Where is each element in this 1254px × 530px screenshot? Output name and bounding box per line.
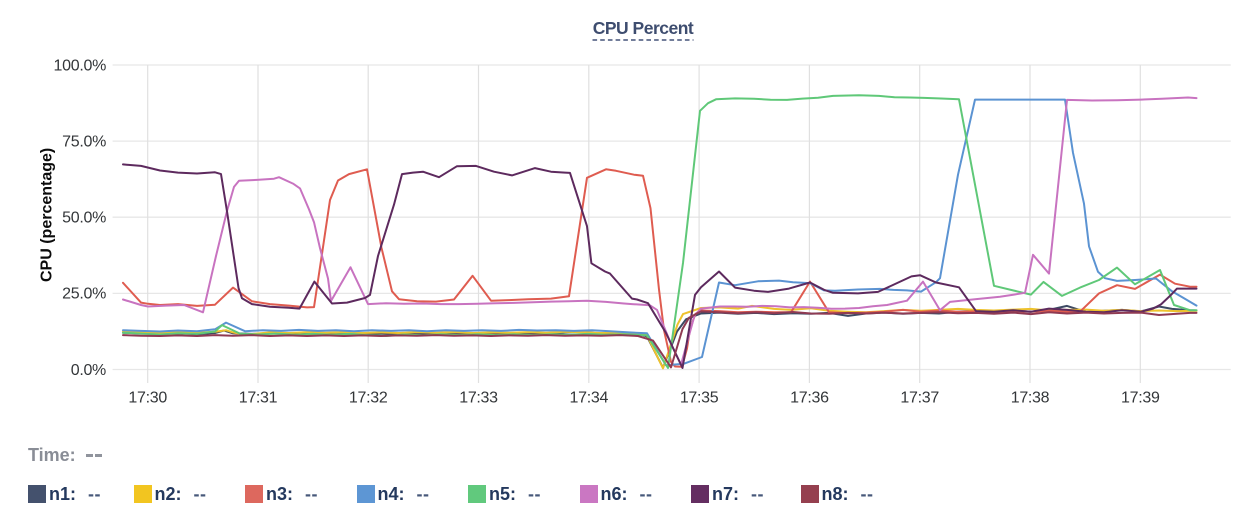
svg-text:17:38: 17:38 (1011, 390, 1050, 407)
svg-text:17:34: 17:34 (570, 390, 609, 407)
svg-text:75.0%: 75.0% (62, 133, 106, 150)
svg-text:25.0%: 25.0% (62, 286, 106, 303)
svg-text:17:37: 17:37 (900, 390, 939, 407)
svg-text:17:32: 17:32 (349, 390, 388, 407)
svg-text:17:31: 17:31 (239, 390, 278, 407)
svg-text:100.0%: 100.0% (54, 57, 107, 74)
svg-text:17:30: 17:30 (128, 390, 167, 407)
svg-text:CPU (percentage): CPU (percentage) (39, 148, 56, 282)
svg-text:17:39: 17:39 (1121, 390, 1160, 407)
svg-text:50.0%: 50.0% (62, 210, 106, 227)
svg-text:17:36: 17:36 (790, 390, 829, 407)
svg-text:17:35: 17:35 (680, 390, 719, 407)
svg-text:17:33: 17:33 (459, 390, 498, 407)
svg-text:0.0%: 0.0% (71, 362, 106, 379)
